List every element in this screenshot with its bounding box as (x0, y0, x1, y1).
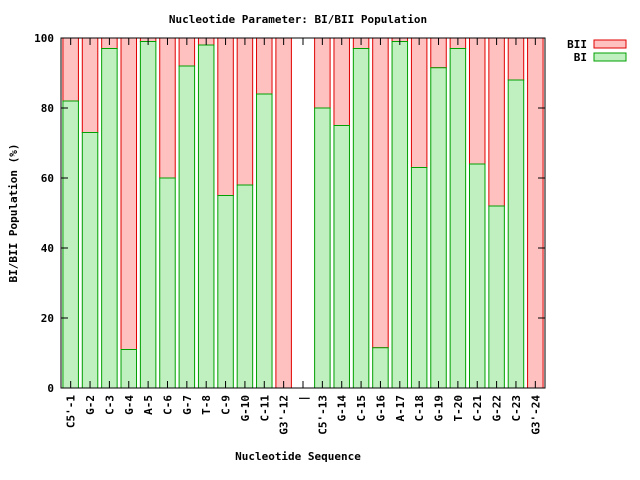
bar-bii-13 (314, 37, 331, 109)
legend-label-bi: BI (574, 51, 587, 64)
bar-bi-10 (256, 93, 273, 389)
bar-bii-16 (372, 37, 389, 349)
x-tick-label-20: T-20 (452, 395, 465, 422)
y-tick-label-0: 0 (47, 382, 54, 395)
legend-label-bii: BII (567, 38, 587, 51)
y-tick-label-3: 60 (41, 172, 54, 185)
legend-swatch-bi (593, 52, 627, 62)
x-tick-label-13: C5'-13 (316, 395, 329, 435)
chart-title: Nucleotide Parameter: BI/BII Population (169, 13, 427, 26)
x-tick-label-0: C5'-1 (65, 395, 78, 428)
bar-bi-4 (139, 41, 157, 389)
bar-bi-8 (217, 195, 234, 389)
x-tick-label-10: C-11 (258, 395, 271, 422)
x-tick-label-12: | (297, 395, 310, 402)
bar-bii-9 (236, 37, 254, 186)
bar-bii-18 (410, 37, 428, 168)
x-tick-label-6: G-7 (181, 395, 194, 415)
bar-bi-9 (236, 184, 254, 389)
bar-bi-5 (159, 177, 176, 389)
bar-bii-3 (120, 37, 138, 350)
x-tick-label-14: G-14 (336, 395, 349, 422)
bar-bii-8 (217, 37, 234, 196)
bar-bi-15 (352, 48, 370, 389)
x-tick-label-9: G-10 (239, 395, 252, 422)
y-axis: 0 20 40 60 80 100 (34, 32, 545, 395)
y-tick-label-2: 40 (41, 242, 54, 255)
x-tick-label-18: C-18 (413, 395, 426, 422)
bar-bi-1 (81, 132, 99, 389)
x-tick-label-8: C-9 (220, 395, 233, 415)
bar-bi-7 (197, 44, 215, 389)
bar-bii-5 (159, 37, 176, 179)
bar-bi-2 (101, 48, 118, 389)
bar-bi-21 (468, 163, 486, 389)
bar-bi-14 (333, 125, 350, 389)
x-tick-label-4: A-5 (142, 395, 155, 415)
x-tick-label-24: G3'-24 (529, 395, 542, 435)
x-tick-label-17: A-17 (394, 395, 407, 422)
bar-bii-11 (275, 37, 292, 389)
legend-swatch-bii (593, 39, 627, 49)
x-tick-label-3: G-4 (123, 395, 136, 415)
x-tick-label-21: C-21 (471, 395, 484, 422)
x-tick-label-5: C-6 (161, 395, 174, 415)
x-tick-label-23: C-23 (510, 395, 523, 422)
bar-bi-0 (62, 100, 79, 389)
y-tick-label-4: 80 (41, 102, 54, 115)
x-tick-label-16: G-16 (374, 395, 387, 422)
y-tick-label-1: 20 (41, 312, 54, 325)
bar-bii-22 (488, 37, 505, 207)
bar-bi-6 (178, 65, 196, 389)
y-tick-label-5: 100 (34, 32, 54, 45)
y-axis-label: BI/BII Population (%) (7, 143, 20, 282)
bar-bi-13 (314, 107, 331, 389)
bar-bii-14 (333, 37, 350, 126)
x-tick-label-1: G-2 (84, 395, 97, 415)
x-tick-label-22: G-22 (491, 395, 504, 422)
x-axis-label: Nucleotide Sequence (235, 450, 361, 463)
bar-bii-24 (527, 37, 544, 389)
bar-bi-17 (391, 41, 409, 389)
x-tick-label-19: G-19 (433, 395, 446, 422)
x-tick-label-15: C-15 (355, 395, 368, 422)
bar-bi-23 (507, 79, 525, 389)
bar-bii-0 (62, 37, 79, 102)
bar-bi-18 (410, 167, 428, 389)
bar-bii-10 (256, 37, 273, 95)
bar-bi-20 (449, 48, 467, 389)
bar-bii-21 (468, 37, 486, 165)
bar-bii-1 (81, 37, 99, 133)
bar-bi-22 (488, 205, 505, 389)
x-tick-label-11: G3'-12 (278, 395, 291, 435)
x-axis: C5'-1 G-2 C-3 G-4 A-5 C-6 G-7 T-8 C-9 G-10 C-11 G3'… (65, 38, 542, 435)
bar-group (62, 37, 544, 389)
bar-bi-19 (430, 67, 447, 389)
x-tick-label-7: T-8 (200, 395, 213, 415)
x-tick-label-2: C-3 (103, 395, 116, 415)
